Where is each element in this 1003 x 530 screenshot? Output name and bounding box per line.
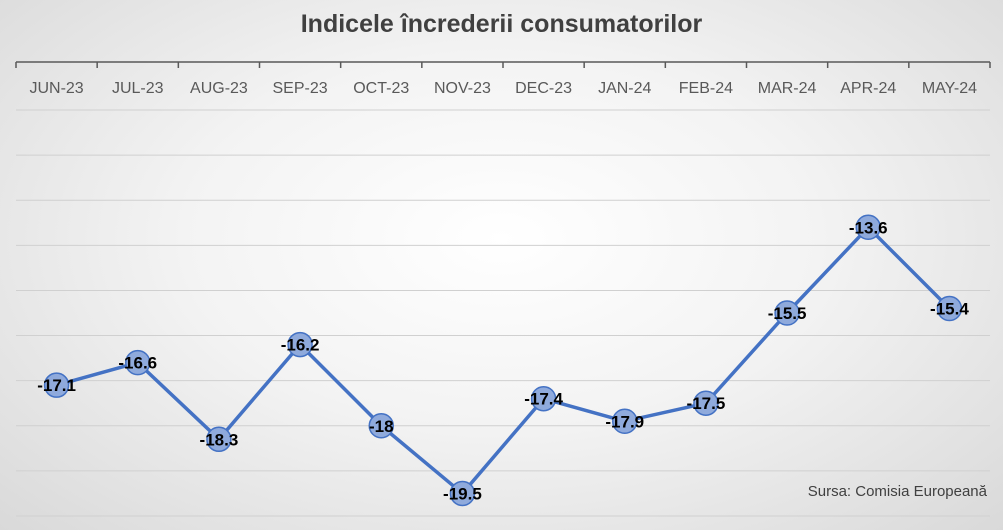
data-label: -17.1 [37, 376, 76, 395]
x-tick-label: AUG-23 [190, 80, 248, 97]
x-tick-label: MAY-24 [922, 80, 977, 97]
data-point [855, 214, 881, 241]
data-point [287, 331, 313, 358]
data-point [693, 390, 719, 416]
data-label: -17.4 [524, 390, 563, 409]
series-line-group: -17.1 -16.6 -18.3 -16.2 -18 -19.5 -17.4 -17.9 -1… [37, 214, 969, 507]
data-label: -16.2 [281, 336, 320, 355]
x-tick-label: APR-24 [840, 80, 896, 97]
data-label: -16.6 [118, 354, 157, 373]
x-tick-label: FEB-24 [679, 80, 733, 97]
data-point [774, 300, 800, 326]
x-tick-label: JAN-24 [598, 80, 651, 97]
data-label: -15.4 [930, 299, 969, 318]
chart-title: Indicele încrederii consumatorilor [300, 10, 703, 38]
data-point [449, 480, 476, 507]
data-point [125, 349, 151, 376]
data-label: -18.3 [200, 430, 239, 449]
data-point [43, 372, 70, 398]
data-point [368, 413, 394, 439]
x-tick-label: OCT-23 [353, 80, 409, 97]
x-tick-label: SEP-23 [273, 80, 328, 97]
data-label: -19.5 [443, 484, 482, 503]
data-point [206, 426, 232, 453]
x-axis: JUN-23 JUL-23 AUG-23 SEP-23 OCT-23 NOV-23 DEC-… [15, 61, 991, 97]
source-note: Sursa: Comisia Europeană [807, 483, 987, 500]
data-point [936, 295, 963, 322]
data-point [530, 385, 557, 412]
data-label: -13.6 [849, 218, 888, 237]
x-tick-label: NOV-23 [434, 80, 491, 97]
series-line [54, 225, 952, 496]
data-label: -15.5 [768, 304, 807, 323]
x-tick-label: DEC-23 [515, 80, 572, 97]
data-label: -17.9 [605, 412, 644, 431]
x-tick-label: JUN-23 [29, 80, 83, 97]
x-tick-label: MAR-24 [758, 80, 817, 97]
x-tick-label: JUL-23 [112, 80, 164, 97]
data-label: -18 [369, 417, 394, 436]
data-point [612, 408, 638, 435]
gridlines [16, 109, 990, 517]
data-label: -17.5 [687, 394, 726, 413]
